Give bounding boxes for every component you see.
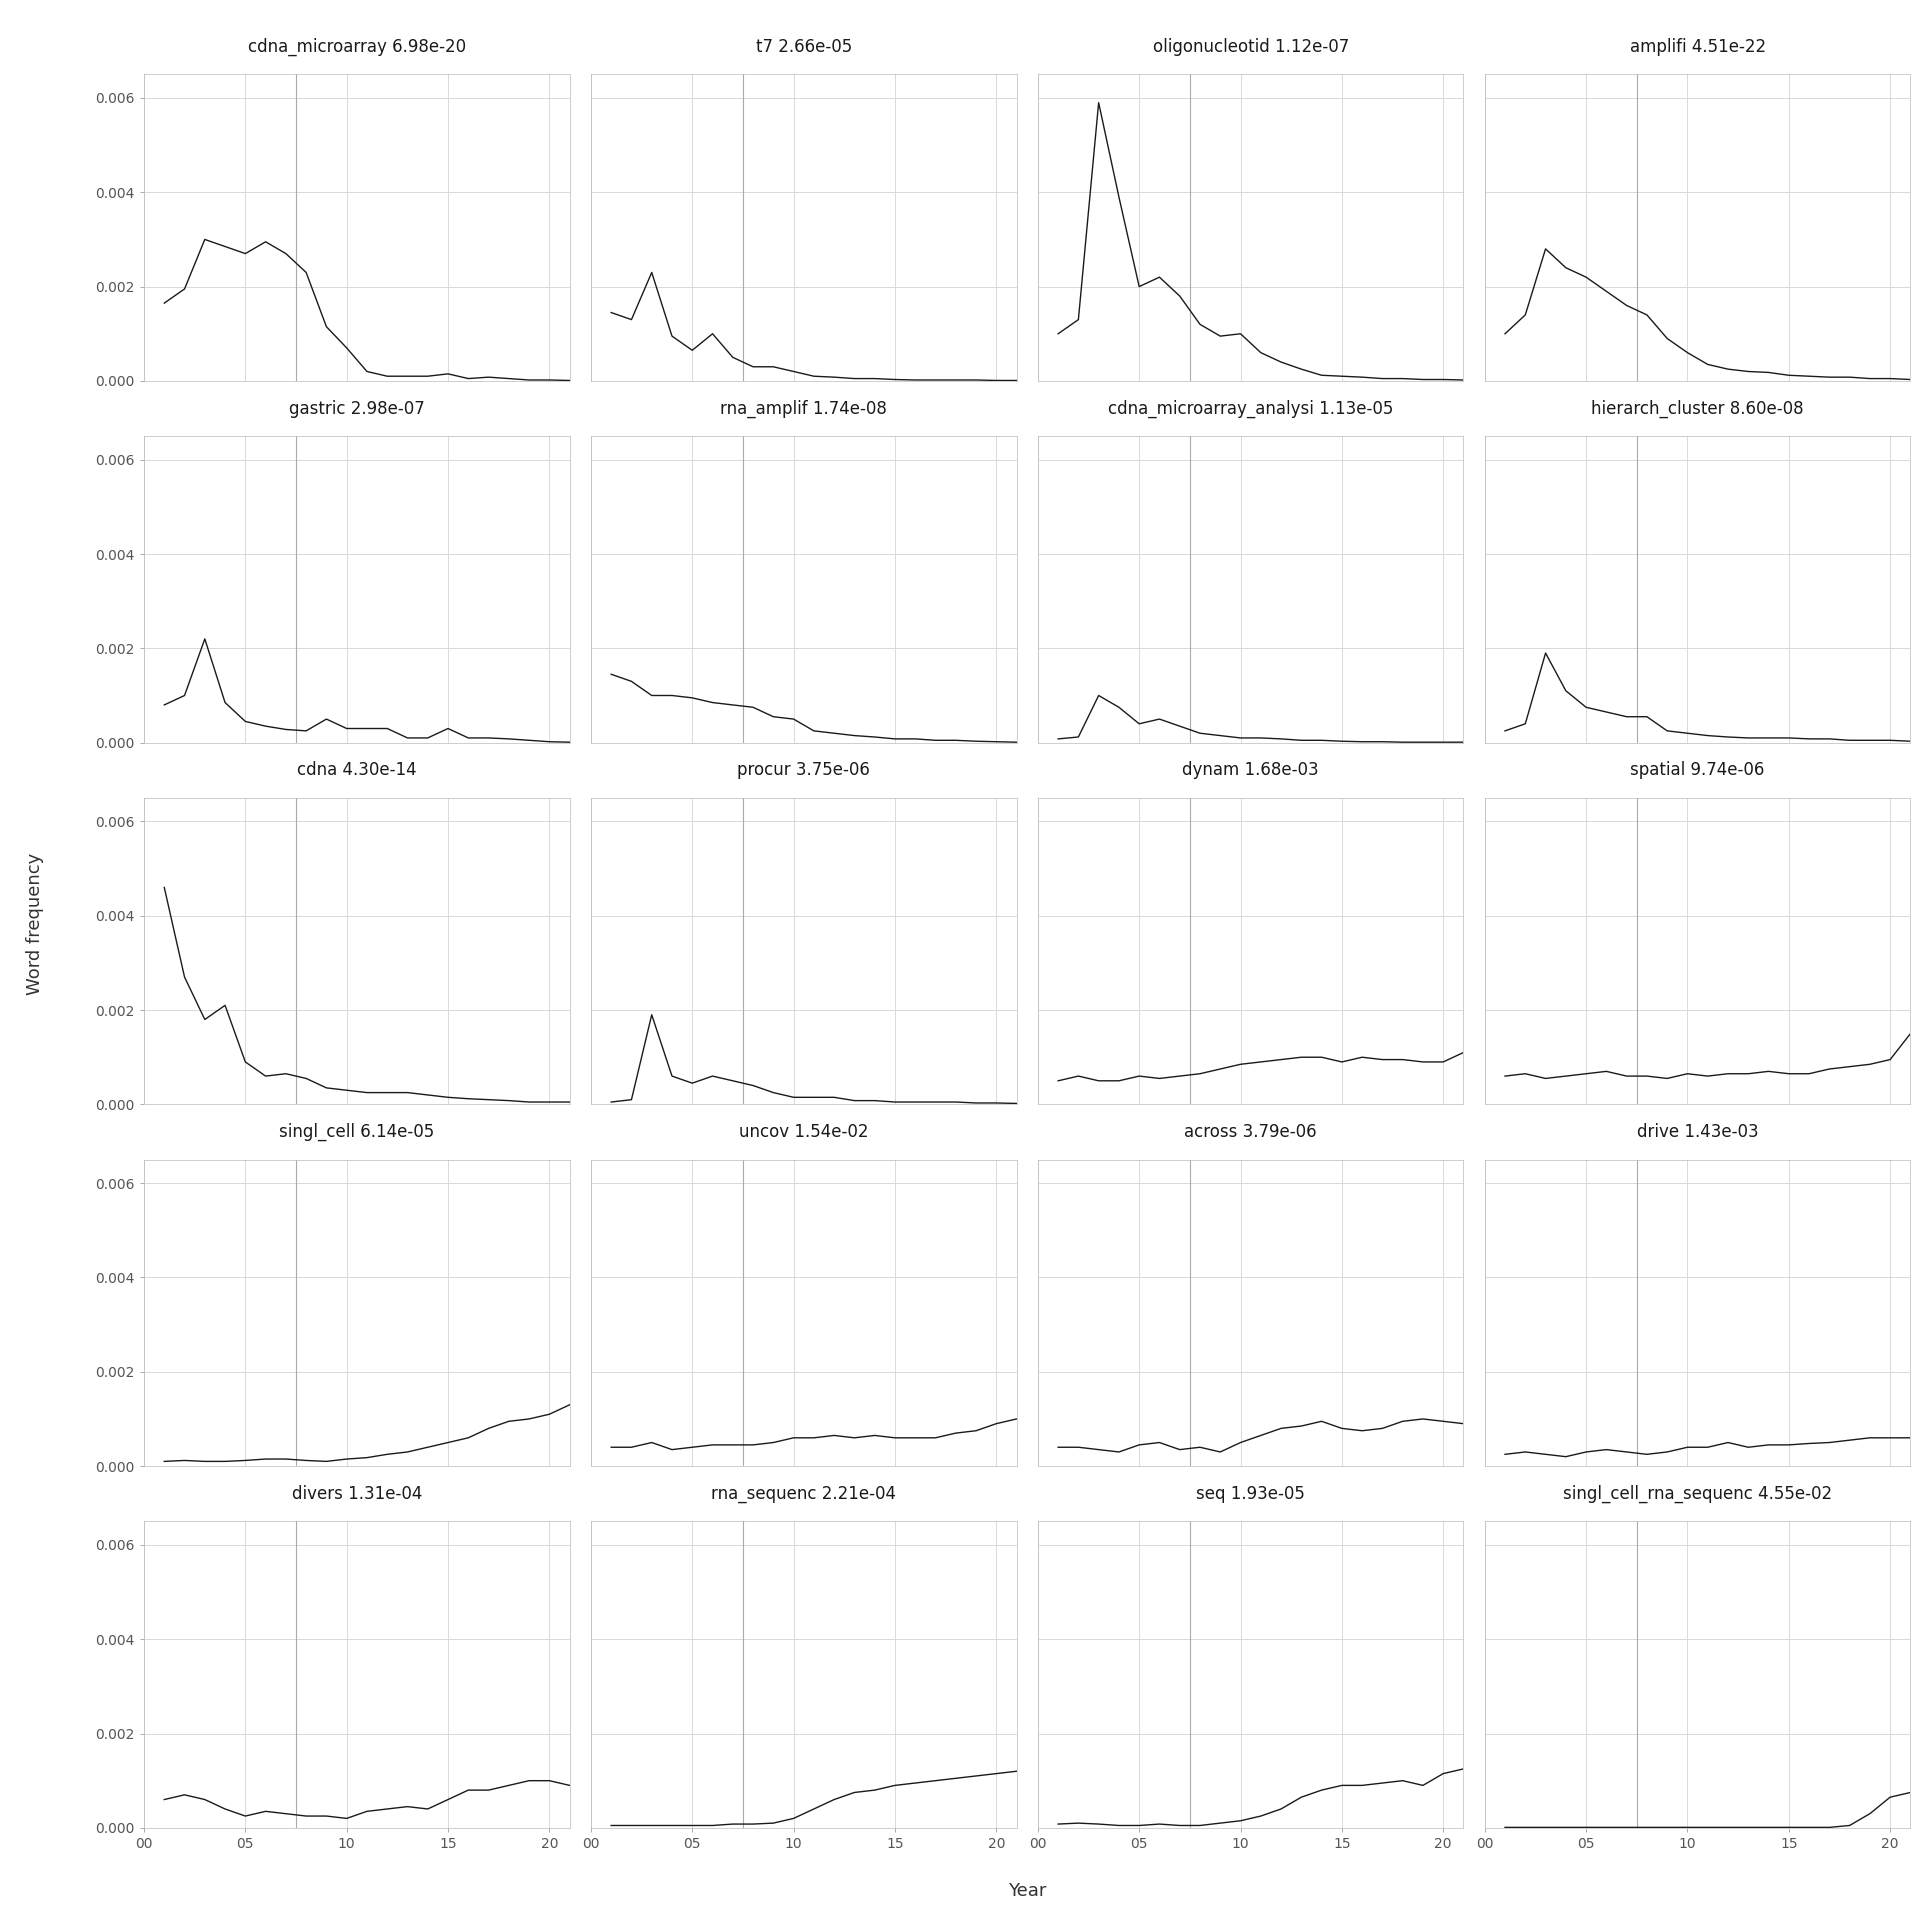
Text: t7 2.66e-05: t7 2.66e-05	[756, 38, 852, 56]
Text: dynam 1.68e-03: dynam 1.68e-03	[1183, 760, 1319, 780]
Text: singl_cell_rna_sequenc 4.55e-02: singl_cell_rna_sequenc 4.55e-02	[1563, 1484, 1832, 1503]
Text: oligonucleotid 1.12e-07: oligonucleotid 1.12e-07	[1152, 38, 1348, 56]
Text: rna_sequenc 2.21e-04: rna_sequenc 2.21e-04	[710, 1484, 897, 1503]
Text: spatial 9.74e-06: spatial 9.74e-06	[1630, 760, 1764, 780]
Text: cdna_microarray 6.98e-20: cdna_microarray 6.98e-20	[248, 38, 467, 56]
Text: uncov 1.54e-02: uncov 1.54e-02	[739, 1123, 868, 1140]
Text: across 3.79e-06: across 3.79e-06	[1185, 1123, 1317, 1140]
Text: amplifi 4.51e-22: amplifi 4.51e-22	[1630, 38, 1766, 56]
Text: rna_amplif 1.74e-08: rna_amplif 1.74e-08	[720, 399, 887, 419]
Text: Year: Year	[1008, 1882, 1046, 1901]
Text: Word frequency: Word frequency	[25, 852, 44, 995]
Text: procur 3.75e-06: procur 3.75e-06	[737, 760, 870, 780]
Text: singl_cell 6.14e-05: singl_cell 6.14e-05	[278, 1123, 434, 1140]
Text: gastric 2.98e-07: gastric 2.98e-07	[288, 399, 424, 417]
Text: seq 1.93e-05: seq 1.93e-05	[1196, 1484, 1306, 1503]
Text: drive 1.43e-03: drive 1.43e-03	[1636, 1123, 1759, 1140]
Text: divers 1.31e-04: divers 1.31e-04	[292, 1484, 422, 1503]
Text: cdna 4.30e-14: cdna 4.30e-14	[298, 760, 417, 780]
Text: cdna_microarray_analysi 1.13e-05: cdna_microarray_analysi 1.13e-05	[1108, 399, 1394, 419]
Text: hierarch_cluster 8.60e-08: hierarch_cluster 8.60e-08	[1592, 399, 1805, 419]
